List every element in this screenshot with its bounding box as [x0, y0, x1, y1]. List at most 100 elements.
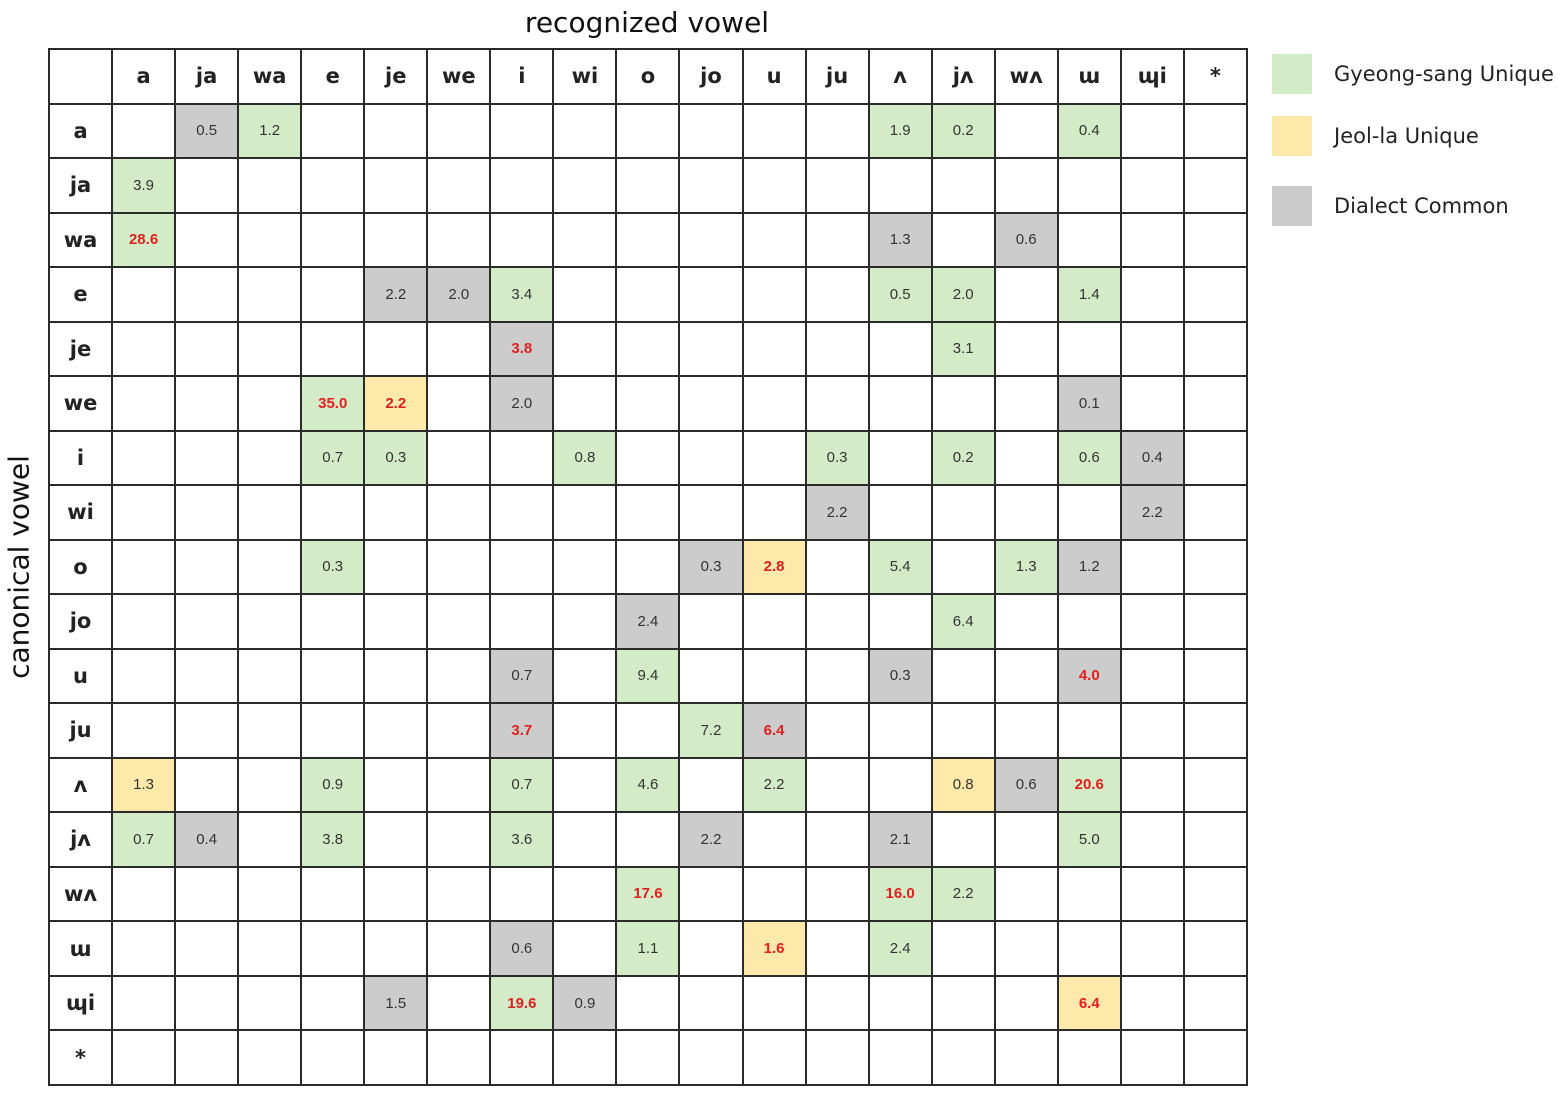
heatmap-cell: 3.4 — [489, 266, 555, 323]
empty-cell — [426, 157, 492, 214]
column-label: wʌ — [993, 48, 1059, 105]
empty-cell — [363, 211, 429, 269]
matrix-row: i 0.7 0.3 0.8 0.3 0.2 0.6 0.4 — [47, 429, 1248, 487]
heatmap-cell: 1.2 — [237, 102, 303, 160]
empty-cell — [678, 266, 744, 323]
empty-cell — [111, 1029, 177, 1086]
empty-cell — [930, 920, 996, 977]
empty-cell — [552, 756, 618, 814]
heatmap-cell: 6.4 — [1056, 974, 1122, 1032]
heatmap-cell: 1.3 — [993, 538, 1059, 596]
empty-cell — [1182, 375, 1248, 432]
empty-cell — [363, 756, 429, 814]
empty-cell — [1182, 484, 1248, 541]
legend-item: Gyeong-sang Unique — [1270, 52, 1568, 96]
empty-cell — [174, 702, 240, 759]
heatmap-cell: 2.8 — [741, 538, 807, 596]
heatmap-cell: 0.8 — [552, 429, 618, 487]
empty-cell — [1056, 593, 1122, 650]
empty-cell — [993, 647, 1059, 705]
column-label: je — [363, 48, 429, 105]
empty-cell — [1119, 320, 1185, 378]
empty-cell — [615, 538, 681, 596]
heatmap-cell: 2.2 — [804, 484, 870, 541]
legend-label: Jeol-la Unique — [1334, 124, 1479, 148]
empty-cell — [237, 865, 303, 923]
heatmap-cell: 1.1 — [615, 920, 681, 977]
empty-cell — [111, 429, 177, 487]
empty-cell — [993, 320, 1059, 378]
empty-cell — [237, 702, 303, 759]
empty-cell — [111, 593, 177, 650]
heatmap-cell: 0.7 — [489, 756, 555, 814]
row-label: ju — [47, 702, 114, 759]
empty-cell — [678, 429, 744, 487]
empty-cell — [111, 484, 177, 541]
empty-cell — [615, 266, 681, 323]
empty-cell — [174, 920, 240, 977]
empty-cell — [1119, 266, 1185, 323]
empty-cell — [111, 702, 177, 759]
matrix-row: ɰi 1.5 19.6 0.9 6.4 — [47, 974, 1248, 1032]
empty-cell — [741, 647, 807, 705]
column-label: a — [111, 48, 177, 105]
empty-cell — [426, 865, 492, 923]
heatmap-cell: 19.6 — [489, 974, 555, 1032]
empty-cell — [867, 484, 933, 541]
empty-cell — [237, 974, 303, 1032]
empty-cell — [174, 1029, 240, 1086]
empty-cell — [300, 320, 366, 378]
empty-cell — [804, 865, 870, 923]
column-label: jʌ — [930, 48, 996, 105]
empty-cell — [363, 1029, 429, 1086]
empty-cell — [741, 429, 807, 487]
empty-cell — [111, 920, 177, 977]
empty-cell — [804, 756, 870, 814]
header-row: a ja wa e je we i wi o jo u ju ʌ jʌ wʌ ɯ ɰi * — [47, 48, 1248, 105]
empty-cell — [993, 865, 1059, 923]
empty-cell — [1056, 1029, 1122, 1086]
heatmap-cell: 0.2 — [930, 102, 996, 160]
matrix-row: je 3.8 3.1 — [47, 320, 1248, 378]
empty-cell — [174, 756, 240, 814]
empty-cell — [111, 266, 177, 323]
row-label: ja — [47, 157, 114, 214]
matrix-row: we 35.0 2.2 2.0 0.1 — [47, 375, 1248, 432]
empty-cell — [867, 157, 933, 214]
empty-cell — [930, 647, 996, 705]
heatmap-cell: 0.2 — [930, 429, 996, 487]
empty-cell — [741, 266, 807, 323]
empty-cell — [1119, 920, 1185, 977]
empty-cell — [111, 865, 177, 923]
empty-cell — [993, 811, 1059, 868]
column-label: wa — [237, 48, 303, 105]
empty-cell — [741, 102, 807, 160]
empty-cell — [174, 429, 240, 487]
heatmap-cell: 1.2 — [1056, 538, 1122, 596]
empty-cell — [867, 974, 933, 1032]
empty-cell — [930, 811, 996, 868]
empty-cell — [1119, 811, 1185, 868]
empty-cell — [489, 538, 555, 596]
empty-cell — [615, 974, 681, 1032]
empty-cell — [1182, 865, 1248, 923]
heatmap-cell: 0.4 — [174, 811, 240, 868]
empty-cell — [804, 974, 870, 1032]
empty-cell — [741, 811, 807, 868]
empty-cell — [741, 865, 807, 923]
empty-cell — [804, 320, 870, 378]
empty-cell — [552, 320, 618, 378]
empty-cell — [111, 974, 177, 1032]
empty-cell — [174, 538, 240, 596]
empty-cell — [237, 211, 303, 269]
empty-cell — [678, 647, 744, 705]
empty-cell — [1182, 593, 1248, 650]
empty-cell — [552, 157, 618, 214]
empty-cell — [1182, 920, 1248, 977]
legend-item: Jeol-la Unique — [1270, 114, 1568, 158]
empty-cell — [552, 811, 618, 868]
heatmap-cell: 3.1 — [930, 320, 996, 378]
empty-cell — [1119, 375, 1185, 432]
empty-cell — [867, 756, 933, 814]
empty-cell — [993, 593, 1059, 650]
